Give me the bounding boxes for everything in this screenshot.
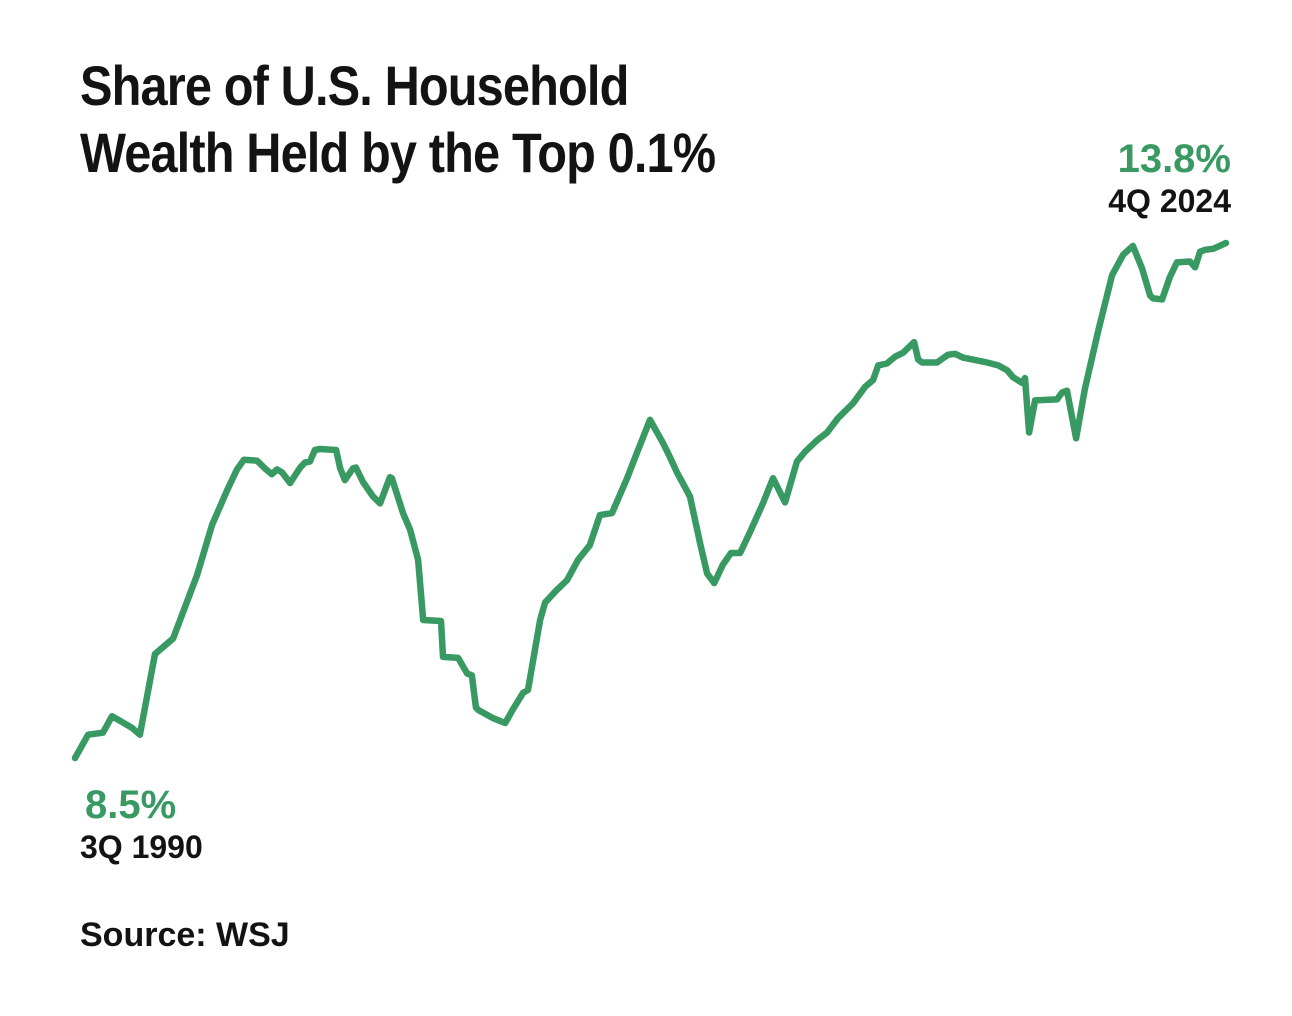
- chart-title: Share of U.S. Household Wealth Held by t…: [80, 52, 716, 186]
- end-value: 13.8%: [1117, 137, 1231, 181]
- chart-title-line1: Share of U.S. Household: [80, 54, 629, 117]
- start-annotation: 8.5% 3Q 1990: [80, 784, 203, 866]
- start-value: 8.5%: [85, 783, 177, 827]
- source-credit: Source: WSJ: [80, 916, 290, 954]
- end-quarter-label: 4Q 2024: [1108, 183, 1231, 219]
- wealth-share-line: [71, 239, 1230, 762]
- start-quarter-label: 3Q 1990: [80, 829, 203, 865]
- end-annotation: 13.8% 4Q 2024: [1108, 138, 1231, 220]
- chart-title-line2: Wealth Held by the Top 0.1%: [80, 121, 716, 184]
